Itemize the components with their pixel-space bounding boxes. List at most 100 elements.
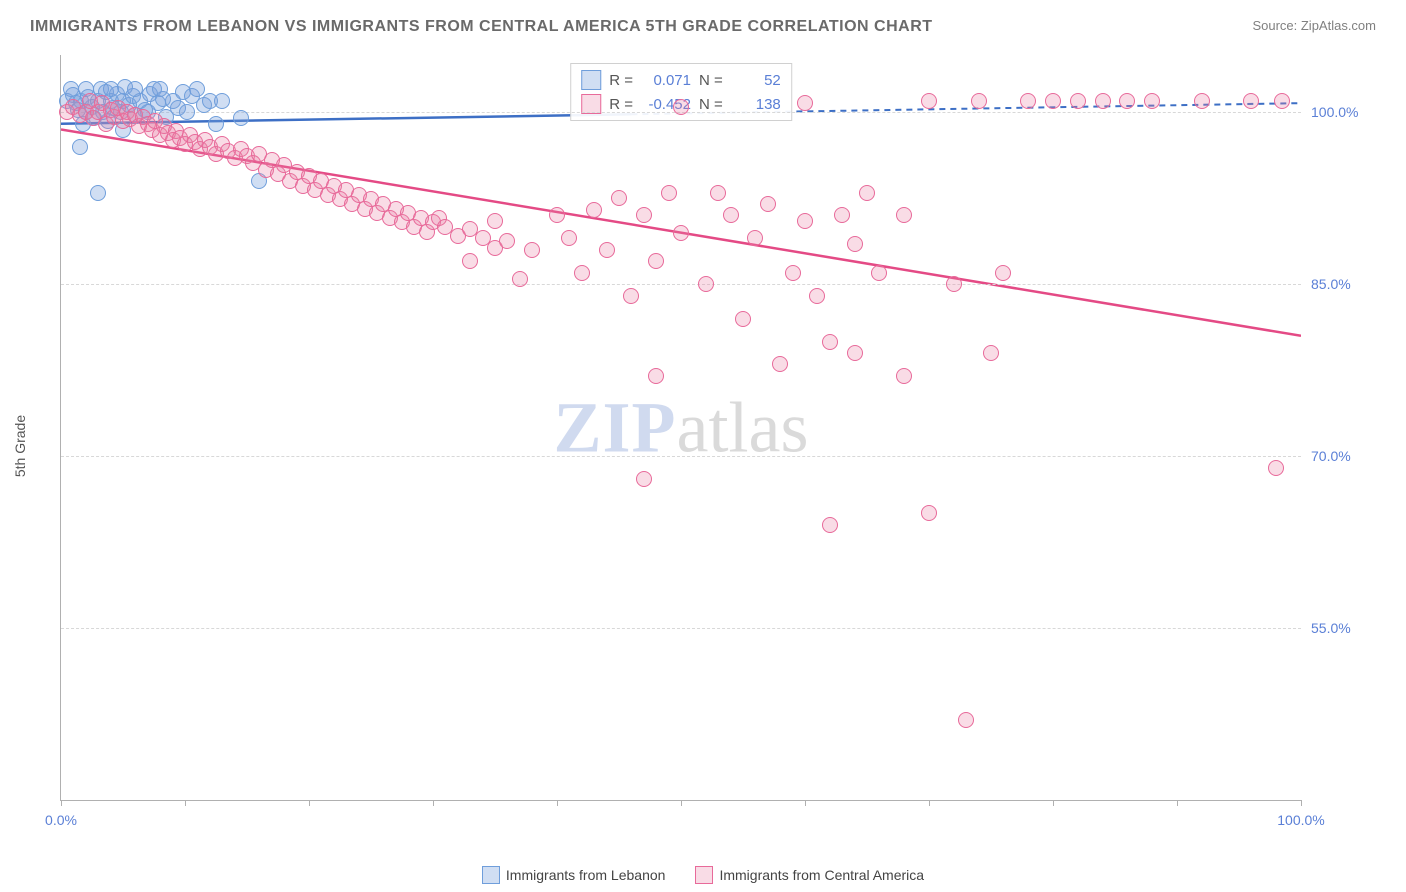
data-point-central_america xyxy=(822,334,838,350)
data-point-central_america xyxy=(499,233,515,249)
swatch-lebanon xyxy=(581,70,601,90)
data-point-central_america xyxy=(797,95,813,111)
data-point-lebanon xyxy=(72,139,88,155)
data-point-central_america xyxy=(1274,93,1290,109)
data-point-central_america xyxy=(871,265,887,281)
data-point-central_america xyxy=(648,368,664,384)
data-point-central_america xyxy=(648,253,664,269)
data-point-central_america xyxy=(586,202,602,218)
data-point-central_america xyxy=(524,242,540,258)
y-tick-label: 55.0% xyxy=(1311,620,1381,636)
data-point-central_america xyxy=(1045,93,1061,109)
x-tick-mark xyxy=(185,800,186,806)
watermark-atlas: atlas xyxy=(677,387,809,467)
x-tick-mark xyxy=(681,800,682,806)
y-tick-label: 70.0% xyxy=(1311,448,1381,464)
data-point-central_america xyxy=(512,271,528,287)
data-point-central_america xyxy=(983,345,999,361)
data-point-central_america xyxy=(487,213,503,229)
plot-area: ZIPatlas R = 0.071 N = 52 R = -0.452 N =… xyxy=(60,55,1301,801)
legend-item-lebanon: Immigrants from Lebanon xyxy=(482,866,666,884)
y-tick-label: 85.0% xyxy=(1311,276,1381,292)
data-point-lebanon xyxy=(214,93,230,109)
data-point-central_america xyxy=(995,265,1011,281)
legend-bottom: Immigrants from Lebanon Immigrants from … xyxy=(0,866,1406,884)
data-point-central_america xyxy=(1144,93,1160,109)
data-point-lebanon xyxy=(179,104,195,120)
x-tick-label: 0.0% xyxy=(45,812,77,828)
data-point-central_america xyxy=(859,185,875,201)
data-point-central_america xyxy=(747,230,763,246)
data-point-central_america xyxy=(673,225,689,241)
data-point-lebanon xyxy=(90,185,106,201)
stat-r-lebanon: 0.071 xyxy=(641,72,691,89)
data-point-lebanon xyxy=(152,81,168,97)
x-tick-mark xyxy=(433,800,434,806)
gridline-h xyxy=(61,628,1301,629)
data-point-central_america xyxy=(1194,93,1210,109)
x-tick-mark xyxy=(1177,800,1178,806)
stat-r-label: R = xyxy=(609,72,633,89)
data-point-central_america xyxy=(1268,460,1284,476)
x-tick-label: 100.0% xyxy=(1277,812,1324,828)
data-point-central_america xyxy=(698,276,714,292)
data-point-central_america xyxy=(1243,93,1259,109)
swatch-central-america xyxy=(581,94,601,114)
watermark-zip: ZIP xyxy=(554,387,677,467)
stat-n-label-2: N = xyxy=(699,96,723,113)
data-point-central_america xyxy=(636,471,652,487)
data-point-central_america xyxy=(611,190,627,206)
data-point-central_america xyxy=(561,230,577,246)
legend-label-lebanon: Immigrants from Lebanon xyxy=(506,867,666,883)
data-point-central_america xyxy=(462,253,478,269)
data-point-central_america xyxy=(896,368,912,384)
data-point-central_america xyxy=(760,196,776,212)
y-tick-label: 100.0% xyxy=(1311,104,1381,120)
data-point-central_america xyxy=(574,265,590,281)
data-point-central_america xyxy=(847,236,863,252)
x-tick-mark xyxy=(309,800,310,806)
data-point-central_america xyxy=(599,242,615,258)
data-point-central_america xyxy=(946,276,962,292)
data-point-central_america xyxy=(636,207,652,223)
legend-label-central-america: Immigrants from Central America xyxy=(719,867,924,883)
data-point-central_america xyxy=(921,505,937,521)
data-point-central_america xyxy=(958,712,974,728)
x-tick-mark xyxy=(805,800,806,806)
chart-container: IMMIGRANTS FROM LEBANON VS IMMIGRANTS FR… xyxy=(0,0,1406,892)
data-point-central_america xyxy=(1095,93,1111,109)
data-point-lebanon xyxy=(208,116,224,132)
x-tick-mark xyxy=(557,800,558,806)
x-tick-mark xyxy=(1053,800,1054,806)
data-point-central_america xyxy=(971,93,987,109)
data-point-central_america xyxy=(623,288,639,304)
source-attribution: Source: ZipAtlas.com xyxy=(1252,18,1376,33)
stat-n-label: N = xyxy=(699,72,723,89)
data-point-central_america xyxy=(797,213,813,229)
data-point-central_america xyxy=(834,207,850,223)
data-point-central_america xyxy=(822,517,838,533)
data-point-central_america xyxy=(1119,93,1135,109)
data-point-lebanon xyxy=(233,110,249,126)
legend-swatch-lebanon xyxy=(482,866,500,884)
data-point-central_america xyxy=(710,185,726,201)
x-tick-mark xyxy=(1301,800,1302,806)
data-point-central_america xyxy=(896,207,912,223)
stat-r-label-2: R = xyxy=(609,96,633,113)
data-point-central_america xyxy=(847,345,863,361)
stats-row-lebanon: R = 0.071 N = 52 xyxy=(581,68,781,92)
chart-title: IMMIGRANTS FROM LEBANON VS IMMIGRANTS FR… xyxy=(30,18,933,36)
gridline-h xyxy=(61,284,1301,285)
data-point-central_america xyxy=(809,288,825,304)
data-point-central_america xyxy=(1070,93,1086,109)
data-point-central_america xyxy=(1020,93,1036,109)
data-point-central_america xyxy=(661,185,677,201)
x-tick-mark xyxy=(929,800,930,806)
data-point-central_america xyxy=(673,99,689,115)
data-point-central_america xyxy=(772,356,788,372)
legend-item-central-america: Immigrants from Central America xyxy=(695,866,924,884)
x-tick-mark xyxy=(61,800,62,806)
legend-swatch-central-america xyxy=(695,866,713,884)
y-axis-label: 5th Grade xyxy=(12,415,28,477)
source-prefix: Source: xyxy=(1252,18,1300,33)
